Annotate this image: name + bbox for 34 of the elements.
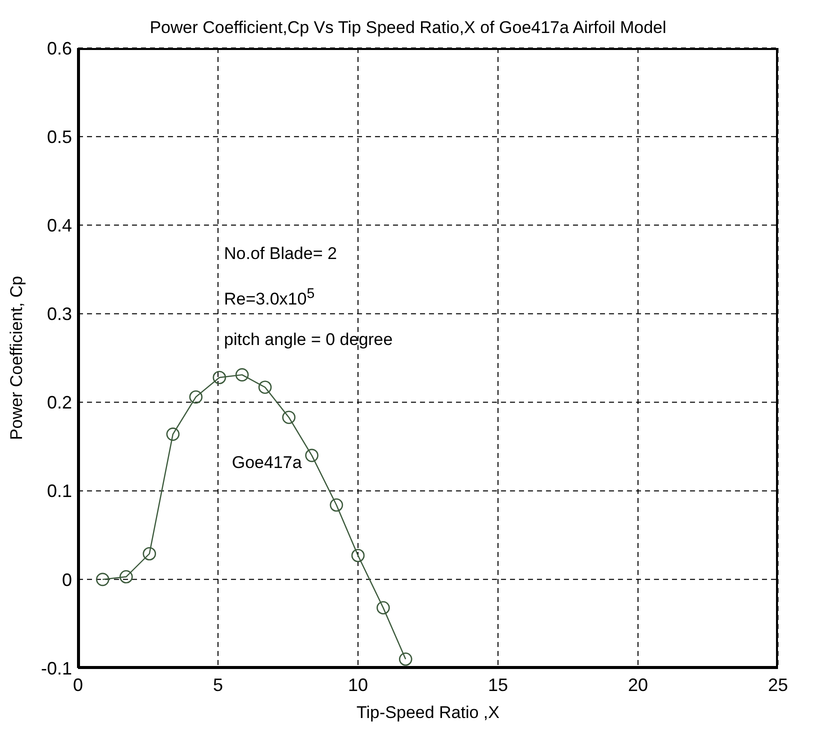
x-tick-label: 5 — [212, 674, 224, 695]
y-tick-label: -0.1 — [40, 658, 72, 678]
x-axis-title: Tip-Speed Ratio ,X — [356, 703, 500, 722]
point — [189, 390, 203, 404]
point — [330, 498, 344, 512]
y-tick-label: 0.1 — [46, 481, 72, 502]
point — [142, 547, 156, 560]
series-label: Goe417a — [230, 453, 302, 474]
y-tick-label: 0.5 — [46, 126, 72, 147]
point — [351, 548, 365, 562]
point — [166, 428, 180, 441]
point — [120, 570, 133, 584]
annotation: Re=3.0x10$^{5}$ — [224, 285, 316, 311]
point — [212, 370, 226, 384]
chart-title: Power Coefficient,Cp Vs Tip Speed Ratio,X of Goe417a Airfoil Model — [148, 18, 668, 38]
point — [305, 448, 318, 462]
point — [258, 380, 272, 394]
y-tick-label: 0.6 — [46, 38, 72, 58]
point — [282, 410, 296, 424]
annotation: No.of Blade= 2 — [224, 243, 338, 265]
y-tick-label: 0.2 — [46, 392, 72, 413]
y-tick-label: 0.3 — [46, 304, 72, 324]
point — [235, 368, 249, 382]
point — [398, 652, 412, 666]
y-tick-label: 0.4 — [46, 216, 72, 236]
x-tick-label: 15 — [488, 674, 508, 695]
x-tick-label: 20 — [628, 674, 648, 695]
x-tick-label: 10 — [348, 674, 368, 695]
x-tick-label: 25 — [768, 674, 788, 695]
point — [96, 572, 110, 586]
point — [376, 601, 390, 614]
y-tick-label: 0 — [62, 570, 72, 590]
y-axis-title: Power Coefficient, Cp — [7, 276, 26, 440]
annotation: pitch angle = 0 degree — [224, 328, 393, 351]
